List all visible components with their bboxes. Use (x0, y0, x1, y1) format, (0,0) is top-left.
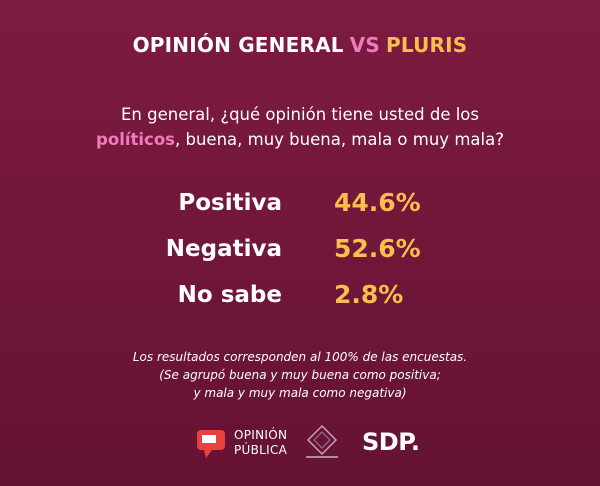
title-part: PLURIS (386, 33, 468, 57)
logo-sdp: SDP. (362, 428, 420, 456)
question-line: En general, ¿qué opinión tiene usted de … (120, 105, 479, 124)
footnote-line: y mala y muy mala como negativa) (193, 386, 407, 400)
footnote: Los resultados corresponden al 100% de l… (0, 348, 600, 402)
question-line: políticos, buena, muy buena, mala o muy … (0, 127, 600, 152)
result-label: Negativa (165, 236, 282, 262)
logo-middle (306, 424, 338, 458)
logo-line: OPINIÓN (234, 428, 288, 442)
question: En general, ¿qué opinión tiene usted de … (0, 102, 600, 152)
result-row: Positiva 44.6% (0, 184, 600, 224)
result-row: No sabe 2.8% (0, 276, 600, 316)
result-value: 52.6% (334, 234, 421, 263)
question-text: , buena, muy buena, mala o muy mala? (175, 130, 504, 149)
title-part: OPINIÓN GENERAL (132, 33, 344, 57)
logo-text: OPINIÓN PÚBLICA (234, 428, 287, 458)
logo-icon (197, 430, 225, 458)
title-part: VS (349, 33, 380, 57)
highlight: políticos (96, 130, 175, 149)
result-value: 2.8% (334, 280, 404, 309)
result-value: 44.6% (334, 188, 421, 217)
logo-line: PÚBLICA (234, 443, 288, 457)
footnote-line: (Se agrupó buena y muy buena como positi… (159, 368, 441, 382)
title: OPINIÓN GENERAL VS PLURIS (0, 33, 600, 57)
result-label: Positiva (178, 190, 282, 216)
result-label: No sabe (177, 282, 282, 308)
logo-opinion-publica: OPINIÓN PÚBLICA (196, 428, 287, 464)
result-row: Negativa 52.6% (0, 230, 600, 270)
footnote-line: Los resultados corresponden al 100% de l… (132, 350, 468, 364)
